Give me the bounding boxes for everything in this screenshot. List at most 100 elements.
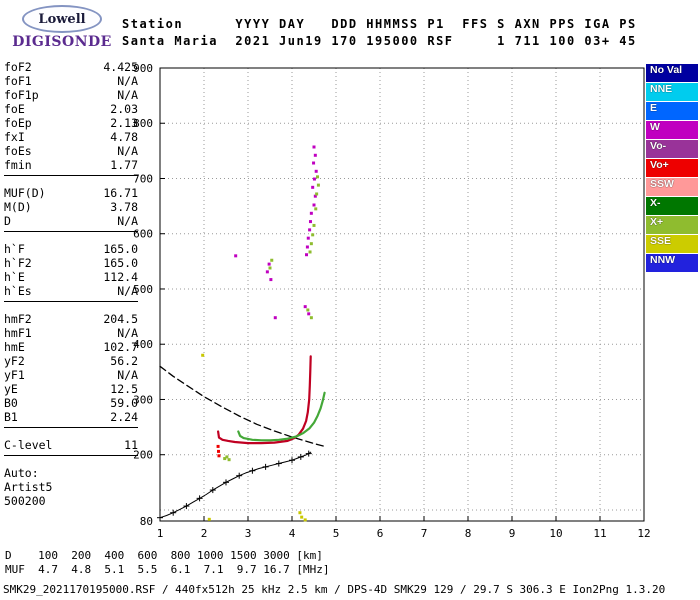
- param-value: N/A: [117, 74, 138, 88]
- echo-dot-echoes-vo-plus: [217, 454, 221, 458]
- param-value: 3.78: [110, 200, 138, 214]
- param-value: N/A: [117, 144, 138, 158]
- echo-dot-spread-echoes-x-plus: [223, 457, 227, 461]
- param-hme: hmE 102.7: [4, 340, 138, 354]
- echo-dot-echoes-sse: [298, 511, 302, 515]
- echo-dot-spread-echoes-x-plus: [225, 455, 229, 459]
- x-tick-label: 2: [201, 527, 208, 540]
- scaled-parameters-panel: foF2 4.425 foF1 N/A foF1p N/A foE 2.03 foEp 2.13 f…: [4, 60, 144, 508]
- param-value: 165.0: [103, 256, 138, 270]
- param-label: h`Es: [4, 284, 32, 298]
- param-value: N/A: [117, 284, 138, 298]
- echo-dot-spread-echoes-w: [269, 278, 273, 282]
- echo-dot-spread-echoes-w: [305, 245, 309, 249]
- echo-dot-spread-echoes-w: [273, 316, 277, 320]
- x-tick-label: 11: [593, 527, 606, 540]
- legend-item-noval: No Val: [646, 64, 698, 82]
- echo-dot-spread-echoes-w: [234, 254, 238, 258]
- param-label: hmF1: [4, 326, 32, 340]
- echo-dot-spread-echoes-w: [312, 203, 316, 207]
- param-label: h`F: [4, 242, 25, 256]
- echo-dot-spread-echoes-w: [265, 270, 269, 274]
- echo-dot-spread-echoes-w: [312, 161, 316, 165]
- echo-dot-spread-echoes-w: [312, 177, 316, 181]
- autoscaling-info: 500200: [4, 494, 46, 508]
- param-value: 165.0: [103, 242, 138, 256]
- lowell-logo-ellipse: Lowell: [22, 5, 102, 33]
- muf-distance-table: D 100 200 400 600 800 1000 1500 3000 [km…: [5, 549, 330, 577]
- x-tick-label: 5: [333, 527, 340, 540]
- param-value: 59.0: [110, 396, 138, 410]
- param-label: h`E: [4, 270, 25, 284]
- param-value: N/A: [117, 214, 138, 228]
- param-label: MUF(D): [4, 186, 46, 200]
- lowell-digisonde-logo: Lowell DIGISONDE: [8, 5, 116, 50]
- echo-dot-spread-echoes-w: [312, 145, 316, 149]
- echo-dot-spread-echoes-w: [311, 185, 315, 189]
- echo-dot-spread-echoes-x-plus: [308, 250, 312, 254]
- param-value: 4.425: [103, 60, 138, 74]
- legend-item-w: W: [646, 121, 698, 139]
- distance-row: D 100 200 400 600 800 1000 1500 3000 [km…: [5, 549, 323, 562]
- param-fmin: fmin 1.77: [4, 158, 138, 172]
- param-group: h`F 165.0 h`F2 165.0 h`E 112.4 h`Es N/A: [4, 242, 138, 302]
- param-label: M(D): [4, 200, 32, 214]
- param-group: foF2 4.425 foF1 N/A foF1p N/A foE 2.03 foEp 2.13 f…: [4, 60, 138, 176]
- param-md: M(D) 3.78: [4, 200, 138, 214]
- x-tick-label: 7: [421, 527, 428, 540]
- param-label: foEs: [4, 144, 32, 158]
- x-tick-label: 3: [245, 527, 252, 540]
- echo-dot-spread-echoes-w: [308, 220, 312, 224]
- echo-dot-spread-echoes-w: [305, 253, 309, 257]
- status-line: SMK29_2021170195000.RSF / 440fx512h 25 k…: [3, 583, 665, 596]
- echo-dot-echoes-sse: [300, 515, 304, 519]
- status-text: SMK29_2021170195000.RSF / 440fx512h 25 k…: [3, 583, 666, 596]
- echo-dot-spread-echoes-x-plus: [227, 458, 231, 462]
- header-station-values: Santa Maria 2021 Jun19 170 195000 RSF 1 …: [122, 34, 637, 48]
- echo-dot-spread-echoes-x-plus: [309, 316, 313, 320]
- param-value: N/A: [117, 88, 138, 102]
- echo-dot-spread-echoes-x-plus: [270, 258, 274, 262]
- param-fxi: fxI 4.78: [4, 130, 138, 144]
- echo-dot-spread-echoes-x-plus: [315, 192, 319, 196]
- legend-item-vo-: Vo-: [646, 140, 698, 158]
- param-value: N/A: [117, 326, 138, 340]
- legend-item-e: E: [646, 102, 698, 120]
- echo-dot-spread-echoes-x-plus: [316, 175, 320, 179]
- header-column-titles: Station YYYY DAY DDD HHMMSS P1 FFS S AXN…: [122, 17, 637, 31]
- logo-lowell-text: Lowell: [38, 11, 86, 27]
- param-group: C-level 11: [4, 438, 138, 456]
- param-label: hmF2: [4, 312, 32, 326]
- echo-dot-spread-echoes-w: [313, 153, 317, 157]
- param-label: B0: [4, 396, 18, 410]
- trace-true-height-profile: [159, 451, 312, 519]
- param-fof2: foF2 4.425: [4, 60, 138, 74]
- param-label: fxI: [4, 130, 25, 144]
- echo-dot-spread-echoes-x-plus: [314, 207, 318, 211]
- echo-dot-spread-echoes-x-plus: [312, 223, 316, 227]
- param-label: D: [4, 214, 11, 228]
- param-ye: yE 12.5: [4, 382, 138, 396]
- param-value: 11: [124, 438, 138, 452]
- echo-dot-spread-echoes-x-plus: [309, 242, 313, 246]
- param-clevel: C-level 11: [4, 438, 138, 452]
- echo-dot-spread-echoes-w: [307, 312, 311, 316]
- param-he: h`E 112.4: [4, 270, 138, 284]
- param-value: 1.77: [110, 158, 138, 172]
- param-value: 12.5: [110, 382, 138, 396]
- echo-dot-spread-echoes-x-plus: [268, 266, 272, 270]
- echo-dot-spread-echoes-w: [267, 262, 271, 266]
- param-value: N/A: [117, 368, 138, 382]
- param-label: foE: [4, 102, 25, 116]
- x-tick-label: 8: [465, 527, 472, 540]
- param-label: B1: [4, 410, 18, 424]
- x-tick-label: 1: [157, 527, 164, 540]
- echo-dot-spread-echoes-w: [308, 228, 312, 232]
- param-value: 56.2: [110, 354, 138, 368]
- autoscaling-info: Auto:: [4, 466, 39, 480]
- param-fof1p: foF1p N/A: [4, 88, 138, 102]
- echo-color-legend: No Val NNE E W Vo- Vo+ SSW X- X+ SSE NNW: [646, 64, 698, 273]
- legend-item-ssw: SSW: [646, 178, 698, 196]
- param-yf1: yF1 N/A: [4, 368, 138, 382]
- param-value: 16.71: [103, 186, 138, 200]
